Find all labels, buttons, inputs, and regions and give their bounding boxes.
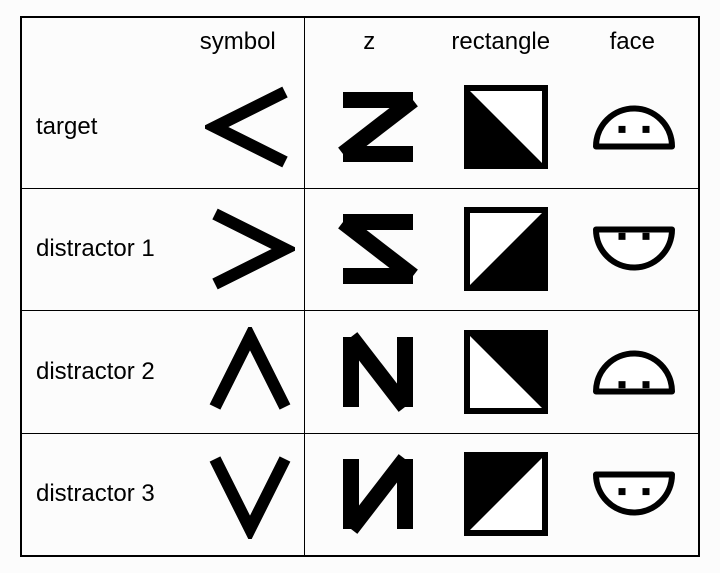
header-label: symbol bbox=[200, 28, 276, 56]
row-label-text: distractor 1 bbox=[36, 235, 155, 263]
cell-rectangle bbox=[442, 449, 570, 539]
header-face: face bbox=[567, 18, 699, 66]
cell-rectangle bbox=[442, 204, 570, 294]
cell-symbol bbox=[186, 82, 314, 172]
row-label: distractor 2 bbox=[22, 358, 186, 386]
table-row: distractor 1 bbox=[22, 188, 698, 311]
cell-rectangle bbox=[442, 327, 570, 417]
table-row: distractor 2 bbox=[22, 310, 698, 433]
header-label: z bbox=[363, 28, 375, 56]
cell-symbol bbox=[186, 204, 314, 294]
header-rectangle: rectangle bbox=[435, 18, 567, 66]
header-label: rectangle bbox=[451, 28, 550, 56]
cell-symbol bbox=[186, 327, 314, 417]
header-symbol: symbol bbox=[172, 18, 304, 66]
row-label-text: distractor 2 bbox=[36, 358, 155, 386]
cell-face bbox=[570, 332, 698, 412]
table-row: target bbox=[22, 66, 698, 188]
cell-symbol bbox=[186, 449, 314, 539]
row-label-text: target bbox=[36, 113, 97, 141]
column-headers: symbol z rectangle face bbox=[22, 18, 698, 66]
table-rows: target distractor 1 distractor 2 distractor… bbox=[22, 66, 698, 555]
cell-face bbox=[570, 87, 698, 167]
header-label: face bbox=[610, 28, 655, 56]
cell-face bbox=[570, 454, 698, 534]
header-spacer bbox=[22, 18, 172, 66]
row-label: distractor 3 bbox=[22, 480, 186, 508]
column-divider bbox=[304, 18, 305, 555]
cell-z bbox=[314, 449, 442, 539]
cell-face bbox=[570, 209, 698, 289]
stimulus-table: symbol z rectangle face target distractor… bbox=[20, 16, 700, 557]
row-label-text: distractor 3 bbox=[36, 480, 155, 508]
cell-z bbox=[314, 82, 442, 172]
header-z: z bbox=[304, 18, 436, 66]
figure-frame: symbol z rectangle face target distractor… bbox=[0, 0, 720, 573]
cell-z bbox=[314, 327, 442, 417]
table-row: distractor 3 bbox=[22, 433, 698, 556]
cell-z bbox=[314, 204, 442, 294]
row-label: target bbox=[22, 113, 186, 141]
cell-rectangle bbox=[442, 82, 570, 172]
row-label: distractor 1 bbox=[22, 235, 186, 263]
